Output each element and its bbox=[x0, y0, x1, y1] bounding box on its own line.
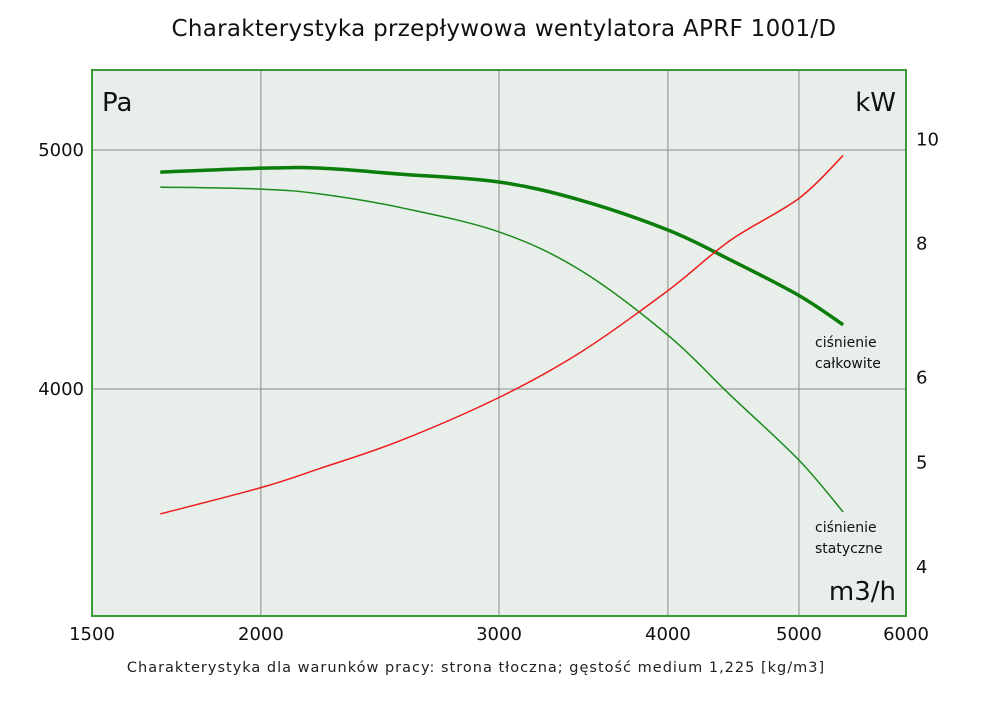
y-right-tick-label: 4 bbox=[916, 557, 927, 578]
label-total-2: całkowite bbox=[815, 356, 881, 372]
x-tick-label: 4000 bbox=[645, 624, 691, 645]
y-right-tick-label: 10 bbox=[916, 129, 939, 150]
y-right-tick-label: 5 bbox=[916, 453, 927, 474]
label-static-2: statyczne bbox=[815, 541, 883, 557]
label-static-1: ciśnienie bbox=[815, 520, 877, 536]
series-power bbox=[160, 154, 844, 515]
x-tick-label: 6000 bbox=[883, 624, 929, 645]
grid bbox=[92, 70, 906, 616]
chart-footnote: Charakterystyka dla warunków pracy: stro… bbox=[126, 660, 826, 676]
series-static-pressure bbox=[160, 186, 844, 513]
y-left-tick-label: 4000 bbox=[38, 379, 84, 400]
chart-title: Charakterystyka przepływowa wentylatora … bbox=[171, 16, 837, 42]
y-right-unit: kW bbox=[855, 88, 896, 118]
x-tick-label: 1500 bbox=[69, 624, 115, 645]
series-lines bbox=[160, 154, 845, 515]
label-total-1: ciśnienie bbox=[815, 335, 877, 351]
y-left-unit: Pa bbox=[102, 88, 132, 118]
series-total-pressure bbox=[160, 165, 845, 327]
y-right-tick-label: 6 bbox=[916, 368, 927, 389]
tick-labels: 1500 2000 3000 4000 5000 6000 4000 5000 4 5 6 8 10 bbox=[38, 129, 939, 645]
x-unit: m3/h bbox=[829, 577, 896, 607]
plot-border bbox=[91, 69, 907, 617]
y-right-tick-label: 8 bbox=[916, 233, 927, 254]
x-tick-label: 5000 bbox=[776, 624, 822, 645]
x-tick-label: 3000 bbox=[476, 624, 522, 645]
y-left-tick-label: 5000 bbox=[38, 140, 84, 161]
x-tick-label: 2000 bbox=[238, 624, 284, 645]
